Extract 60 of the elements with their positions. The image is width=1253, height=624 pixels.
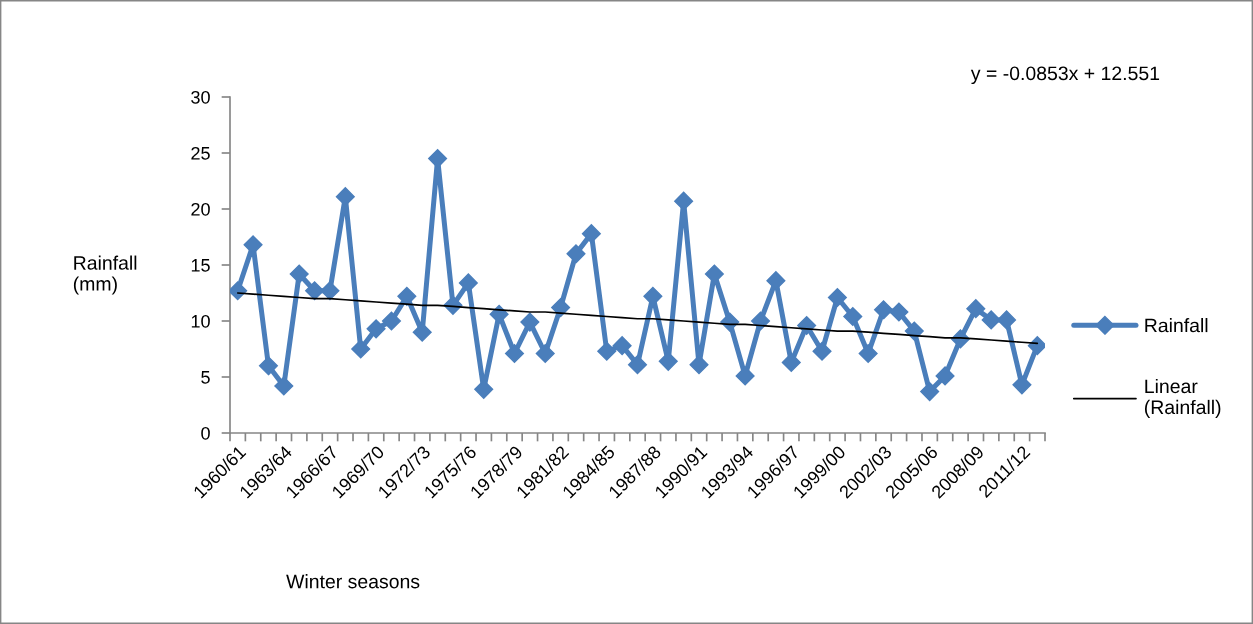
point [489,304,509,324]
point [243,235,263,255]
point [874,300,894,320]
point [366,319,386,339]
point [581,224,601,244]
point [474,379,494,399]
y-tick-label: 30 [191,90,210,104]
point [704,264,724,284]
point [305,281,325,301]
point [1012,375,1032,395]
point [381,311,401,331]
point [351,339,371,359]
point [535,343,555,364]
point [274,376,294,396]
point [750,311,771,331]
point [458,273,478,293]
point [766,271,786,291]
point [566,244,586,264]
point [597,341,617,361]
point [904,321,924,341]
text: y = -0.0853x + 12.551 [970,66,1160,85]
point [335,187,355,207]
point [627,355,648,375]
point [997,310,1017,330]
point [966,299,986,319]
point [812,341,832,361]
y-tick-label: 10 [191,314,210,328]
point [827,287,847,308]
point [935,366,955,386]
point [612,336,632,356]
point [674,191,694,211]
point [1027,336,1045,356]
x-axis-title: Winter seasons [286,574,420,589]
point [689,355,709,375]
point [258,356,278,376]
point [504,343,525,364]
point [428,149,448,169]
y-tick-label: 20 [191,202,210,216]
point [889,302,909,322]
point [520,312,540,332]
point [858,343,878,364]
point [397,286,417,306]
point [412,322,432,342]
point [289,264,309,284]
point [843,306,863,327]
point [920,382,940,402]
y-tick-label: 15 [191,259,210,272]
point [230,281,248,301]
point [981,310,1001,330]
y-tick-label: 0 [201,426,210,440]
y-tick-label: 5 [201,371,210,384]
legend-label: Rainfall [1145,318,1208,333]
point [781,352,801,372]
point [658,351,678,371]
legend-label: Linear (Rainfall) [1144,378,1221,418]
point [735,366,755,386]
point [320,281,340,301]
y-tick-label: 25 [191,146,210,160]
point [643,286,663,306]
y-axis-title: Rainfall (mm) [73,255,137,295]
